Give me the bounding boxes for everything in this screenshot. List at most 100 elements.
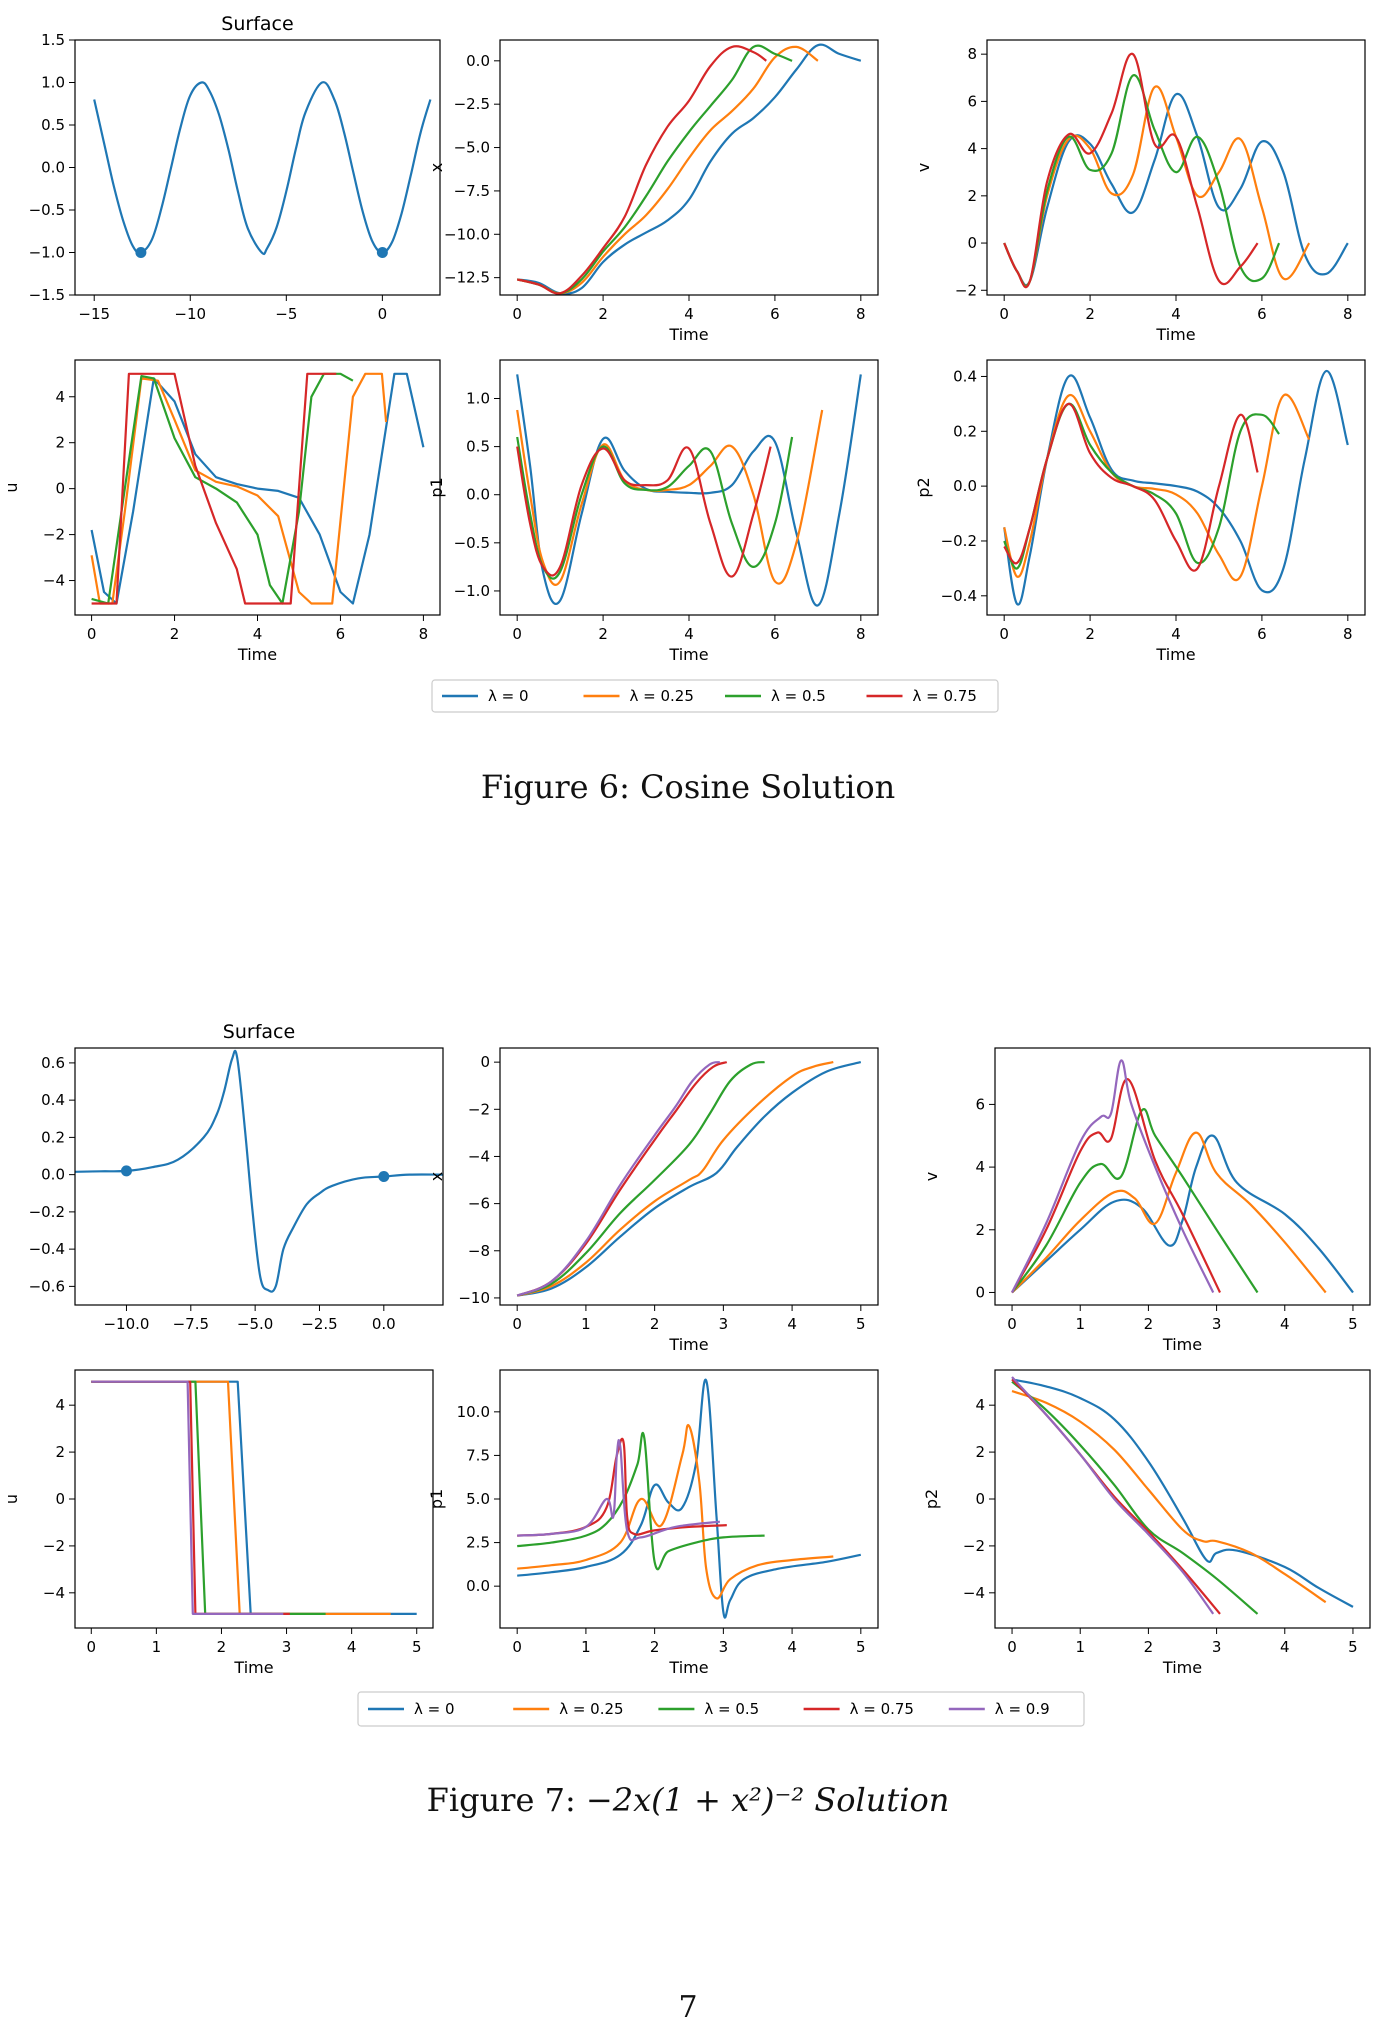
f6-x-ytick-label: −2.5: [454, 95, 490, 113]
f6-u-series-line: [91, 372, 337, 605]
figure-7-caption-text: −2x(1 + x²)⁻² Solution: [585, 1781, 950, 1819]
figure-6-caption-text: Cosine Solution: [640, 768, 896, 806]
f7-v-xtick-label: 3: [1212, 1315, 1222, 1333]
f7-v-ytick-label: 0: [975, 1283, 985, 1301]
f6-x-ytick-label: 0.0: [466, 52, 490, 70]
f6-surface-ytick-label: −1.0: [29, 244, 65, 262]
f6-surface-series-line: [93, 81, 432, 256]
f6-p1-xtick-label: 6: [770, 625, 780, 643]
f6-p1-series-line: [516, 446, 772, 578]
f7-surface-ytick-label: −0.2: [29, 1203, 65, 1221]
f7-x-ytick-label: −8: [468, 1242, 490, 1260]
f6-v-panel: 0 2 4 6 8 −2 0 2 4 6 8 Time v: [914, 39, 1366, 344]
f6-u-series-line: [90, 372, 388, 605]
f7-x-ytick-label: −4: [468, 1147, 490, 1165]
f6-surface-title: Surface: [221, 13, 293, 35]
f6-p2-ylabel: p2: [914, 477, 933, 497]
legend-label: λ = 0.75: [850, 1700, 914, 1718]
f7-v-xtick-label: 1: [1075, 1315, 1085, 1333]
f7-x-xtick-label: 1: [581, 1315, 591, 1333]
f6-p1-axes-frame: [499, 359, 879, 616]
f7-u-ytick-label: 4: [55, 1396, 65, 1414]
f7-surface-xtick-label: −10.0: [103, 1315, 149, 1333]
f7-p2-axes-frame: [994, 1369, 1371, 1629]
f7-v-xtick-label: 4: [1280, 1315, 1290, 1333]
f6-p1-xtick-label: 8: [856, 625, 866, 643]
f6-p1-ytick-label: 0.0: [466, 486, 490, 504]
f7-x-series-line: [516, 1061, 721, 1297]
f6-p2-xtick-label: 6: [1257, 625, 1267, 643]
f6-v-ytick-label: 0: [967, 234, 977, 252]
f7-surface-ytick-label: 0.2: [41, 1128, 65, 1146]
f7-u-ytick-label: −4: [43, 1584, 65, 1602]
f6-p2-panel: 0 2 4 6 8 −0.4 −0.2 0.0 0.2 0.4 Time p2: [914, 359, 1366, 664]
f6-p2-xtick-label: 2: [1085, 625, 1095, 643]
f6-x-series-line: [516, 45, 767, 295]
f7-x-series-line: [516, 1061, 728, 1297]
f7-x-ytick-label: −2: [468, 1100, 490, 1118]
f6-surface-ytick-label: 0.0: [41, 159, 65, 177]
f6-u-ytick-label: −2: [43, 526, 65, 544]
f7-surface-xtick-label: 0.0: [372, 1315, 396, 1333]
f7-surface-ytick-label: −0.6: [29, 1277, 65, 1295]
f6-p2-xlabel: Time: [1155, 645, 1195, 664]
f7-x-series-line: [516, 1061, 862, 1297]
f7-x-ytick-label: −10: [458, 1289, 490, 1307]
f7-v-series-line: [1011, 1134, 1354, 1294]
f7-x-series-line: [516, 1061, 834, 1297]
f7-p1-xtick-label: 5: [856, 1638, 866, 1656]
f6-p2-ytick-label: 0.4: [953, 367, 977, 385]
f6-p1-panel: 0 2 4 6 8 −1.0 −0.5 0.0 0.5 1.0 Time p1: [427, 359, 879, 664]
f7-u-ytick-label: 0: [55, 1490, 65, 1508]
f7-p1-ytick-label: 10.0: [457, 1403, 490, 1421]
f7-p1-xlabel: Time: [668, 1658, 708, 1677]
f6-p2-ytick-label: 0.0: [953, 477, 977, 495]
f7-surface-title: Surface: [223, 1021, 295, 1043]
f7-u-ytick-label: 2: [55, 1443, 65, 1461]
f6-u-ytick-label: 4: [55, 388, 65, 406]
f7-u-xtick-label: 1: [152, 1638, 162, 1656]
f7-p1-xtick-label: 3: [719, 1638, 729, 1656]
f6-u-ylabel: u: [2, 482, 21, 492]
f6-surface-xtick-label: 0: [378, 305, 388, 323]
figure-7-caption: Figure 7: −2x(1 + x²)⁻² Solution: [0, 1781, 1376, 1819]
f7-surface-marker-point: [378, 1171, 390, 1182]
f6-v-xtick-label: 0: [999, 305, 1009, 323]
f7-x-xtick-label: 2: [650, 1315, 660, 1333]
f7-u-series-line: [91, 1380, 284, 1615]
f6-x-panel: 0 2 4 6 8 −12.5 −10.0 −7.5 −5.0 −2.5 0.0 Time x: [427, 39, 879, 344]
f6-surface-ytick-label: 1.5: [41, 31, 65, 49]
f6-x-series-line: [517, 43, 862, 295]
f6-p1-series-line: [516, 436, 794, 580]
f6-v-ytick-label: 2: [967, 187, 977, 205]
f7-v-axes-frame: [994, 1047, 1371, 1306]
f6-u-xtick-label: 0: [87, 625, 97, 643]
f7-u-ytick-label: −2: [43, 1537, 65, 1555]
f6-v-series-line: [1003, 85, 1311, 288]
f7-x-ylabel: x: [427, 1172, 446, 1181]
f6-u-xtick-label: 4: [253, 625, 263, 643]
f7-p2-xtick-label: 2: [1144, 1638, 1154, 1656]
f6-p2-xtick-label: 4: [1171, 625, 1181, 643]
f7-p2-series-line: [1011, 1376, 1215, 1615]
f7-v-series-line: [1011, 1059, 1215, 1293]
f7-v-xtick-label: 5: [1348, 1315, 1358, 1333]
f6-x-xlabel: Time: [668, 325, 708, 344]
f6-v-ytick-label: 4: [967, 140, 977, 158]
f6-p1-xlabel: Time: [668, 645, 708, 664]
f7-p2-ytick-label: 0: [975, 1490, 985, 1508]
legend-label: λ = 0.75: [913, 687, 977, 705]
f7-p2-ylabel: p2: [922, 1489, 941, 1509]
legend-label: λ = 0.5: [704, 1700, 759, 1718]
f7-p2-panel: 0 1 2 3 4 5 −4 −2 0 2 4 Time p2: [922, 1369, 1371, 1677]
f6-u-xtick-label: 8: [419, 625, 429, 643]
f6-x-xtick-label: 2: [598, 305, 608, 323]
f7-p2-ytick-label: 4: [975, 1396, 985, 1414]
f6-v-series-line: [1003, 74, 1281, 288]
f7-v-ytick-label: 4: [975, 1158, 985, 1176]
f6-x-xtick-label: 8: [856, 305, 866, 323]
f6-p1-ytick-label: 1.0: [466, 389, 490, 407]
f6-surface-marker-point: [376, 247, 388, 258]
f7-surface-xtick-label: −2.5: [301, 1315, 337, 1333]
